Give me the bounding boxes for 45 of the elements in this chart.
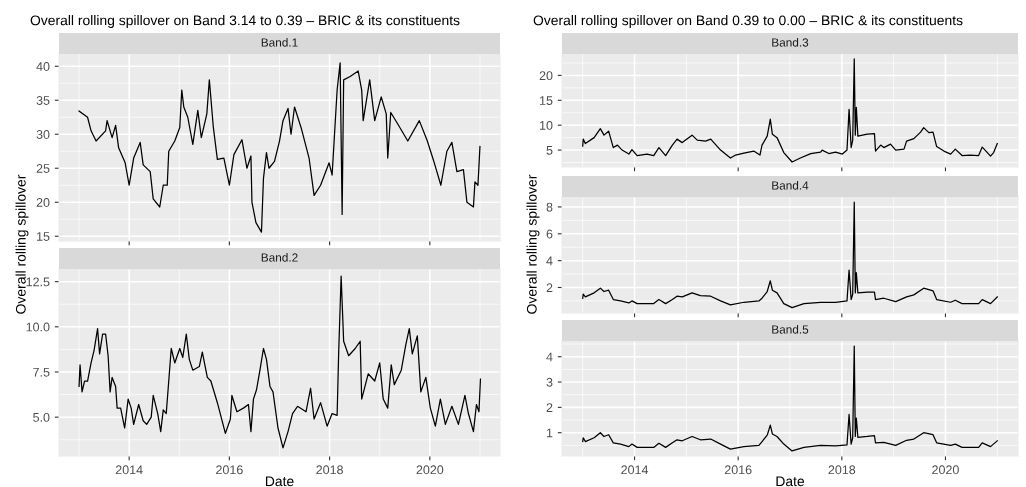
y-tick-label: 30	[36, 130, 50, 139]
x-axis-title: Date	[776, 476, 805, 487]
line-series	[582, 345, 998, 452]
x-tick-label: 2016	[216, 465, 243, 475]
y-tick-label: 15	[540, 96, 553, 105]
y-tick-label: 7.5	[33, 367, 50, 377]
line-series	[582, 58, 998, 163]
chart-subtitle: Band.1	[261, 38, 298, 47]
y-tick-label: 3	[546, 377, 553, 387]
chart-title: Overall rolling spillover on Band 0.39 to 0.00 – BRIC & its constituents	[533, 15, 963, 28]
y-tick-label: 5	[546, 146, 553, 155]
y-tick-label: 12.5	[26, 277, 50, 287]
chart-title: Overall rolling spillover on Band 3.14 to 0.39 – BRIC & its constituents	[30, 15, 460, 28]
line-series	[78, 275, 482, 449]
y-tick-label: 2	[546, 403, 553, 412]
x-tick-label: 2014	[621, 465, 649, 475]
y-tick-label: 1	[546, 428, 553, 438]
y-tick-label: 20	[539, 71, 553, 81]
line-series	[78, 62, 481, 233]
y-tick-label: 8	[546, 202, 553, 212]
y-tick-label: 5.0	[33, 412, 50, 422]
y-tick-label: 4	[546, 256, 553, 266]
x-tick-label: 2020	[416, 465, 444, 475]
y-axis-title: Overall rolling spillover	[526, 174, 540, 314]
y-tick-label: 6	[546, 229, 553, 239]
chart-subtitle: Band.5	[772, 325, 809, 334]
line-series	[582, 201, 998, 309]
y-tick-label: 25	[36, 164, 50, 173]
y-tick-label: 2	[546, 283, 553, 293]
x-tick-label: 2016	[724, 465, 752, 475]
y-tick-label: 20	[36, 198, 50, 207]
chart-subtitle: Band.3	[772, 38, 809, 47]
chart-subtitle: Band.2	[261, 253, 298, 262]
x-tick-label: 2018	[316, 465, 343, 475]
y-tick-label: 35	[36, 96, 50, 105]
y-tick-label: 10	[540, 120, 553, 130]
y-tick-label: 10.0	[26, 322, 50, 332]
y-tick-label: 40	[36, 62, 50, 71]
x-tick-label: 2020	[932, 465, 959, 475]
chart-subtitle: Band.4	[772, 181, 809, 190]
y-tick-label: 15	[37, 232, 50, 241]
x-axis-title: Date	[265, 476, 294, 487]
x-tick-label: 2018	[828, 465, 856, 475]
x-tick-label: 2014	[115, 465, 143, 475]
y-tick-label: 4	[546, 352, 553, 362]
